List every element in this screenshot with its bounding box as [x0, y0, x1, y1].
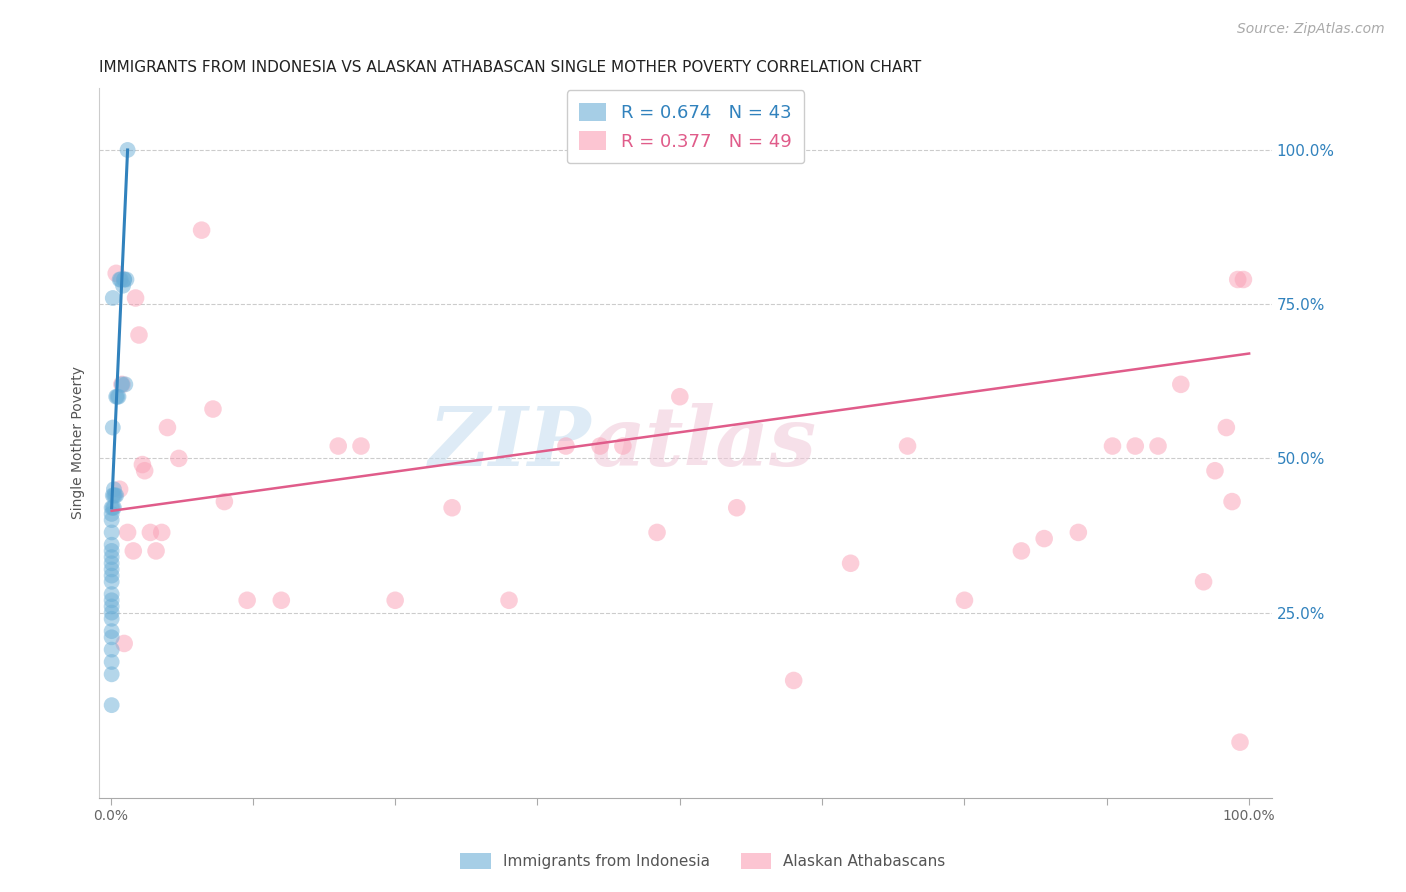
Point [669, 390, 692, 404]
Point [100, 655, 122, 669]
Point [112, 636, 135, 650]
Point [167, 451, 190, 466]
Point [124, 291, 146, 305]
Point [725, 500, 748, 515]
Point [1232, 272, 1254, 286]
Point [104, 488, 127, 502]
Point [555, 439, 578, 453]
Point [100, 513, 122, 527]
Point [101, 500, 124, 515]
Point [105, 266, 128, 280]
Point [101, 420, 124, 434]
Point [112, 272, 135, 286]
Point [145, 544, 167, 558]
Point [110, 272, 132, 286]
Point [236, 593, 259, 607]
Point [100, 525, 122, 540]
Point [112, 272, 135, 286]
Point [214, 494, 236, 508]
Point [100, 556, 122, 570]
Point [201, 402, 224, 417]
Text: atlas: atlas [592, 403, 817, 483]
Point [108, 272, 131, 286]
Point [190, 223, 212, 237]
Point [100, 500, 122, 515]
Point [1010, 544, 1032, 558]
Point [100, 606, 122, 620]
Point [111, 377, 134, 392]
Text: IMMIGRANTS FROM INDONESIA VS ALASKAN ATHABASCAN SINGLE MOTHER POVERTY CORRELATIO: IMMIGRANTS FROM INDONESIA VS ALASKAN ATH… [100, 60, 921, 75]
Point [108, 482, 131, 496]
Point [100, 568, 122, 582]
Point [100, 562, 122, 576]
Point [100, 507, 122, 521]
Text: ZIP: ZIP [429, 403, 592, 483]
Point [100, 612, 122, 626]
Legend: R = 0.674   N = 43, R = 0.377   N = 49: R = 0.674 N = 43, R = 0.377 N = 49 [567, 90, 804, 163]
Point [100, 630, 122, 644]
Point [782, 673, 804, 688]
Point [101, 488, 124, 502]
Point [117, 525, 139, 540]
Point [139, 525, 162, 540]
Point [1192, 574, 1215, 589]
Point [1067, 525, 1090, 540]
Y-axis label: Single Mother Poverty: Single Mother Poverty [72, 367, 86, 519]
Point [111, 377, 134, 392]
Point [115, 272, 138, 286]
Point [100, 599, 122, 614]
Point [100, 698, 122, 713]
Point [100, 642, 122, 657]
Point [328, 439, 350, 453]
Point [953, 593, 976, 607]
Point [117, 143, 139, 157]
Point [150, 525, 173, 540]
Point [1226, 272, 1249, 286]
Point [100, 544, 122, 558]
Point [589, 439, 612, 453]
Point [107, 390, 129, 404]
Point [103, 482, 125, 496]
Point [839, 556, 862, 570]
Point [612, 439, 634, 453]
Point [100, 550, 122, 565]
Point [122, 544, 145, 558]
Point [105, 488, 128, 502]
Point [105, 390, 128, 404]
Point [112, 278, 135, 293]
Legend: Immigrants from Indonesia, Alaskan Athabascans: Immigrants from Indonesia, Alaskan Athab… [454, 847, 952, 875]
Point [134, 464, 156, 478]
Point [100, 587, 122, 601]
Point [441, 500, 464, 515]
Point [1101, 439, 1123, 453]
Point [384, 593, 406, 607]
Point [1170, 377, 1192, 392]
Point [114, 377, 136, 392]
Point [1147, 439, 1170, 453]
Point [896, 439, 918, 453]
Point [498, 593, 520, 607]
Text: Source: ZipAtlas.com: Source: ZipAtlas.com [1237, 22, 1385, 37]
Point [131, 458, 153, 472]
Point [156, 420, 179, 434]
Point [100, 624, 122, 639]
Point [105, 390, 128, 404]
Point [100, 667, 122, 681]
Point [1033, 532, 1056, 546]
Point [1229, 735, 1251, 749]
Point [1204, 464, 1226, 478]
Point [645, 525, 668, 540]
Point [128, 328, 150, 343]
Point [101, 291, 124, 305]
Point [1215, 420, 1237, 434]
Point [100, 593, 122, 607]
Point [1220, 494, 1243, 508]
Point [1123, 439, 1146, 453]
Point [270, 593, 292, 607]
Point [100, 574, 122, 589]
Point [350, 439, 373, 453]
Point [100, 538, 122, 552]
Point [103, 488, 125, 502]
Point [103, 500, 125, 515]
